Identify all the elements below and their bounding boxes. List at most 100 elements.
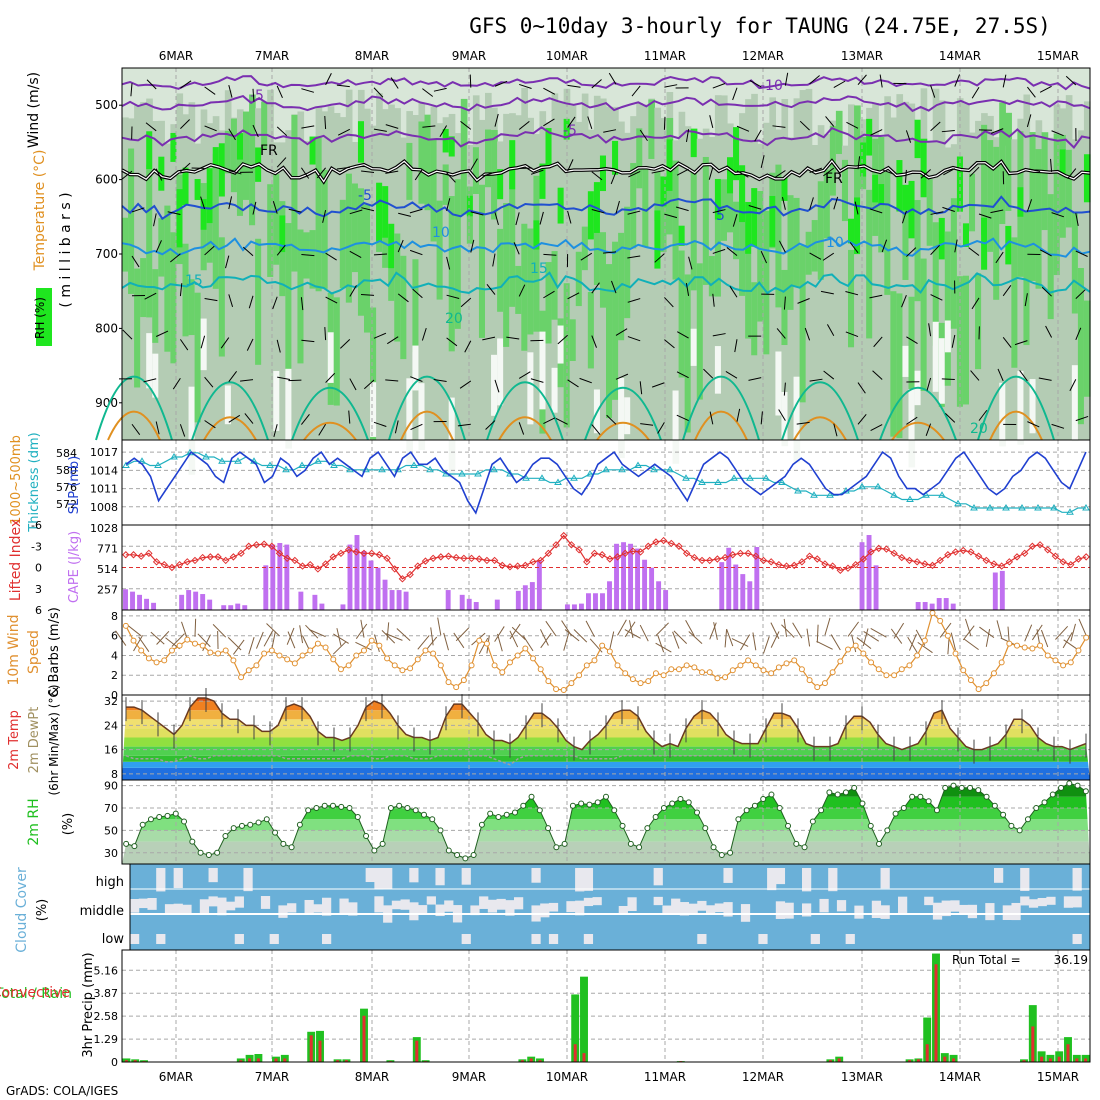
thickness-marker [970, 504, 978, 511]
wind-barb [833, 80, 846, 88]
wind-barb [906, 416, 918, 425]
wind-barb [394, 420, 399, 434]
rh-band-green [799, 245, 807, 403]
wind10-barb [573, 629, 588, 643]
wind10-barb [726, 628, 734, 647]
rh-band-green [400, 255, 407, 360]
wind-barb [288, 208, 302, 213]
wind-barb [776, 328, 786, 339]
wind10-barb [950, 632, 957, 651]
thickness-marker [826, 491, 834, 498]
li-marker [721, 553, 729, 562]
rh-band-dry [491, 354, 498, 416]
cape-bar [873, 565, 879, 610]
rh-band-dry [908, 389, 916, 468]
rh-band-dry [793, 376, 801, 463]
rh-band-green [854, 105, 861, 252]
rh-tick: 30 [104, 847, 118, 860]
wind10-barb [609, 631, 615, 650]
wind-barb [926, 377, 932, 391]
rh-band-green [212, 153, 220, 289]
cape-bar [936, 598, 942, 610]
cloud-high [1072, 868, 1082, 891]
li-marker [314, 565, 322, 573]
wind-barb [748, 205, 762, 210]
wind10-barb [156, 630, 170, 645]
thickness-marker [698, 478, 706, 485]
cloud-middle [679, 902, 690, 916]
wind10-marker [445, 679, 452, 686]
thickness-marker [202, 453, 210, 460]
precip-conv-bar [1048, 1058, 1052, 1062]
rh-band-bright [769, 195, 776, 247]
wind-barb [654, 253, 665, 263]
li-marker [936, 556, 944, 565]
temp-contour-25 [400, 410, 454, 441]
rh-band-dry [497, 338, 504, 406]
li-tick: 6 [35, 604, 42, 617]
rh-band-dry [406, 378, 413, 464]
wind-barb [246, 338, 254, 351]
wind-barb [732, 214, 738, 227]
cloud-high [156, 868, 166, 892]
rh-band-bright [206, 168, 214, 224]
wind-barb [543, 417, 556, 425]
rh-band-bright [448, 136, 456, 157]
rh-marker [197, 849, 204, 856]
wind10-barb [360, 619, 365, 638]
rh-band-green [702, 156, 710, 285]
day-label-top: 13MAR [841, 49, 883, 63]
rh-band-green [249, 94, 256, 226]
li-marker [752, 552, 760, 560]
cloud-high [653, 868, 663, 886]
wind-barb [155, 421, 160, 435]
precip-conv-bar [1066, 1044, 1070, 1062]
wind-barb [409, 208, 423, 214]
rh-band-bright [745, 201, 752, 254]
rh-band-green [339, 199, 347, 289]
rh-band-green [599, 232, 607, 308]
wind-barb [809, 197, 814, 210]
wind-barb [1002, 74, 1007, 88]
wind-barb [772, 125, 786, 128]
wind-barb [204, 376, 214, 388]
temp-contour-25 [989, 410, 1043, 441]
wind-barb [180, 162, 191, 173]
wind-barb [591, 209, 605, 214]
precip-conv-bar [520, 1060, 524, 1062]
rh-marker [1000, 811, 1007, 818]
cape-bar [221, 605, 227, 610]
rh-band-green [412, 259, 420, 353]
wind-barb [968, 247, 980, 256]
wind-barb [155, 330, 169, 337]
rh-band-dry [775, 351, 783, 416]
wind-barb [822, 252, 835, 261]
wind-barb [879, 74, 883, 88]
cape-bar [866, 535, 872, 610]
li-marker [1082, 553, 1090, 561]
wind10-barb [617, 619, 627, 636]
wind-barb [954, 74, 961, 87]
rh-band-green [436, 200, 444, 300]
precip-tick: 5.16 [94, 964, 119, 977]
temp-band [122, 701, 1090, 711]
wind-barb [228, 414, 241, 423]
rh-band-green [1083, 300, 1091, 397]
thickness-marker [746, 474, 754, 481]
cloud-middle [1063, 896, 1074, 908]
rh-band-green [357, 188, 365, 316]
wind-barb [339, 339, 351, 349]
rh-marker [412, 807, 419, 814]
wind10-marker [921, 637, 928, 644]
rh-marker [933, 807, 940, 814]
wind-barb [664, 213, 678, 219]
wind10-marker [821, 680, 828, 687]
cloud-middle [688, 903, 698, 915]
cloud-middle [164, 904, 175, 914]
rh-band-green [1005, 112, 1012, 211]
wind10-barb [851, 634, 857, 653]
wind-barb [945, 413, 956, 423]
cape-bar [179, 594, 185, 610]
rh-band-bright [612, 140, 619, 175]
wind-barb [172, 377, 181, 390]
